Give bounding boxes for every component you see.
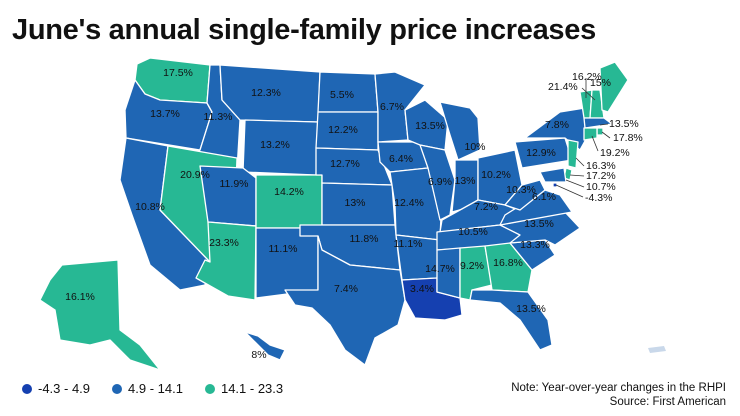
label-ma: 13.5%: [609, 118, 639, 130]
label-or: 13.7%: [150, 108, 180, 120]
label-wa: 17.5%: [163, 67, 193, 79]
label-al: 14.7%: [425, 263, 455, 275]
label-ga: 16.8%: [493, 257, 523, 269]
label-de: 17.2%: [586, 170, 616, 182]
label-la: 3.4%: [410, 283, 434, 295]
label-me: 15%: [590, 77, 611, 89]
legend-label-mid: 4.9 - 14.1: [128, 381, 183, 396]
label-nh: 21.4%: [548, 81, 578, 93]
legend-dot-mid: [112, 383, 123, 394]
legend-item-high: 14.1 - 23.3: [204, 381, 284, 396]
label-nd: 5.5%: [330, 89, 354, 101]
label-ky: 7.2%: [474, 201, 498, 213]
label-ar: 11.1%: [394, 238, 423, 250]
label-ri: 17.8%: [613, 132, 643, 144]
state-ma[interactable]: [583, 117, 613, 129]
label-tn: 10.5%: [458, 226, 488, 238]
legend-dot-low: [22, 383, 32, 394]
label-mo: 12.4%: [394, 197, 424, 209]
label-in: 13%: [454, 175, 475, 187]
label-sc: 13.3%: [520, 239, 550, 251]
state-co[interactable]: [255, 174, 323, 229]
legend-label-low: -4.3 - 4.9: [38, 381, 91, 396]
state-ak[interactable]: [39, 259, 161, 371]
legend-item-low: -4.3 - 4.9: [22, 381, 90, 396]
label-ct: 19.2%: [600, 147, 630, 159]
state-wv[interactable]: [504, 179, 546, 211]
legend-item-mid: 4.9 - 14.1: [112, 381, 183, 396]
label-nj: 16.3%: [586, 160, 616, 172]
state-me[interactable]: [599, 61, 629, 113]
note-block: Note: Year-over-year changes in the RHPI…: [511, 381, 726, 409]
state-hi[interactable]: [244, 331, 286, 361]
legend-label-high: 14.1 - 23.3: [220, 381, 284, 396]
state-nj[interactable]: [567, 139, 579, 169]
label-ia: 6.4%: [389, 153, 413, 165]
label-wy: 13.2%: [260, 139, 290, 151]
label-ak: 16.1%: [65, 291, 95, 303]
state-ga[interactable]: [484, 242, 533, 293]
label-co: 14.2%: [274, 186, 304, 198]
label-wv: 10.3%: [506, 184, 536, 196]
label-md: 10.7%: [586, 181, 616, 193]
label-sd: 12.2%: [328, 124, 358, 136]
state-tx[interactable]: [284, 235, 406, 366]
state-dc[interactable]: [552, 182, 558, 188]
label-ut: 11.9%: [220, 178, 249, 190]
label-wi: 13.5%: [415, 120, 445, 132]
label-az: 23.3%: [209, 237, 239, 249]
state-mi[interactable]: [439, 101, 481, 161]
state-ms[interactable]: [436, 247, 461, 299]
puerto-rico-shape: [648, 346, 666, 353]
state-ct[interactable]: [583, 127, 598, 141]
label-ms: 9.2%: [460, 260, 484, 272]
label-vt: 16.2%: [572, 71, 602, 83]
state-fl[interactable]: [469, 289, 553, 351]
label-hi: 8%: [251, 349, 266, 361]
legend-dot-high: [204, 383, 215, 394]
note-text: Note: Year-over-year changes in the RHPI: [511, 382, 726, 394]
label-pa: 12.9%: [526, 147, 556, 159]
label-nc: 13.5%: [524, 218, 554, 230]
label-ca: 10.8%: [135, 201, 165, 213]
label-nm: 11.1%: [269, 243, 298, 255]
state-nm[interactable]: [255, 227, 319, 299]
state-ri[interactable]: [596, 127, 604, 136]
page-title: June's annual single-family price increa…: [12, 14, 596, 46]
source-text: Source: First American: [609, 396, 726, 408]
label-id: 11.3%: [204, 111, 233, 123]
label-fl: 13.5%: [516, 303, 546, 315]
label-il: 6.9%: [428, 176, 452, 188]
label-ne: 12.7%: [330, 158, 360, 170]
callout-leaders: [555, 78, 611, 198]
label-va: 6.1%: [532, 191, 556, 203]
label-dc: -4.3%: [585, 192, 612, 204]
label-nv: 20.9%: [180, 169, 210, 181]
legend: -4.3 - 4.9 4.9 - 14.1 14.1 - 23.3: [22, 381, 283, 396]
label-ny: 7.8%: [545, 119, 569, 131]
label-mt: 12.3%: [251, 87, 281, 99]
state-nc[interactable]: [499, 211, 581, 246]
label-tx: 7.4%: [334, 283, 358, 295]
label-ok: 11.8%: [350, 233, 379, 245]
label-mi: 10%: [464, 141, 485, 153]
label-oh: 10.2%: [481, 169, 511, 181]
state-md[interactable]: [539, 167, 567, 183]
label-ks: 13%: [344, 197, 365, 209]
label-mn: 6.7%: [380, 101, 404, 113]
